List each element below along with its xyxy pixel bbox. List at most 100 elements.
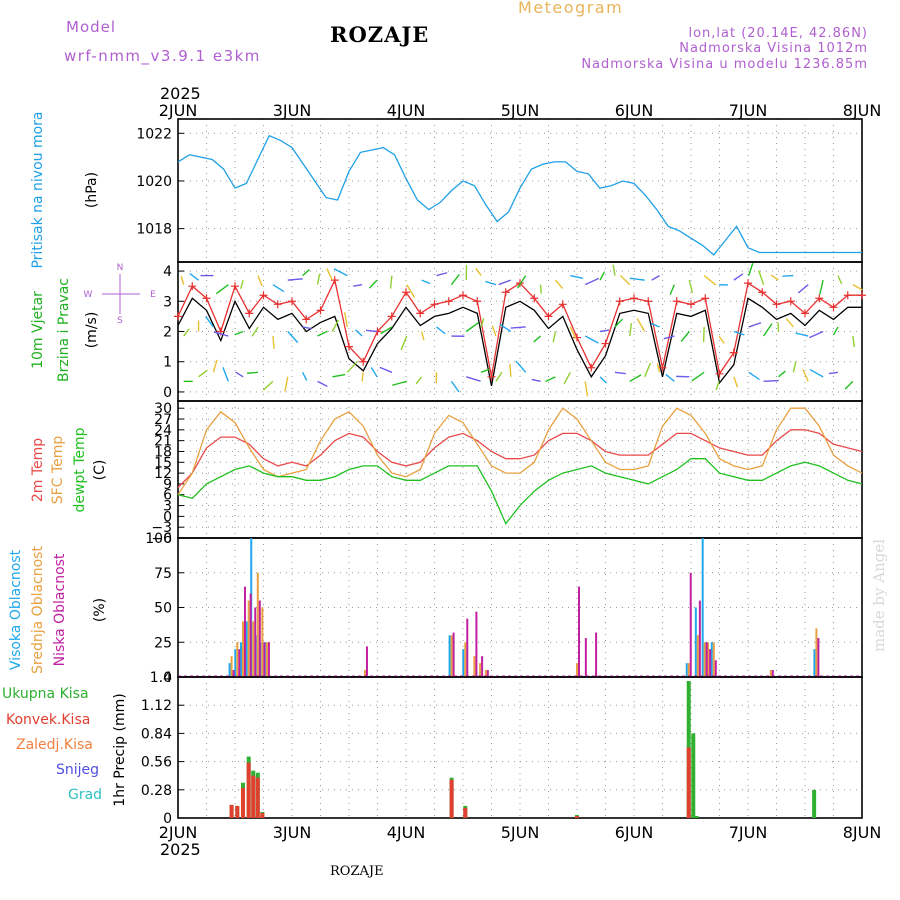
wind-arrow bbox=[421, 279, 431, 285]
wind-arrow bbox=[748, 322, 762, 328]
y-tick-label: 1022 bbox=[136, 126, 172, 142]
y-tick-label: 6 bbox=[163, 488, 172, 504]
wind-arrow bbox=[317, 380, 328, 387]
wind-arrow bbox=[612, 264, 616, 276]
gust-marker bbox=[843, 291, 852, 300]
gust-marker bbox=[444, 297, 453, 306]
wind-arrow bbox=[584, 277, 600, 286]
gust-marker bbox=[459, 291, 467, 300]
gust-marker bbox=[801, 309, 809, 318]
wind-arrow bbox=[715, 381, 720, 391]
bar-niska-oblacnost bbox=[263, 642, 266, 677]
temp-unit: (C) bbox=[92, 460, 108, 481]
wind-arrow bbox=[584, 335, 599, 344]
wind-arrow bbox=[368, 279, 378, 289]
gust-marker bbox=[644, 297, 653, 306]
wind-arrow bbox=[392, 380, 407, 386]
wind-arrow bbox=[785, 318, 794, 328]
wind-arrow bbox=[317, 330, 328, 337]
model-elevation: Nadmorska Visina u modelu 1236.85m bbox=[581, 57, 868, 72]
wind-arrow bbox=[302, 269, 310, 277]
wind-arrow bbox=[844, 380, 854, 390]
series-sfc-temp bbox=[177, 407, 863, 496]
gust-marker bbox=[231, 282, 239, 291]
y-tick-label: 1020 bbox=[136, 174, 172, 190]
gust-marker bbox=[672, 297, 681, 306]
wind-arrow bbox=[284, 376, 289, 392]
y-tick-label: −3 bbox=[151, 520, 172, 536]
wind-arrow bbox=[215, 284, 229, 295]
bar-srednja-oblacnost bbox=[236, 642, 239, 677]
bar-visoka-oblacnost bbox=[813, 649, 816, 677]
wind-arrow bbox=[802, 369, 809, 382]
wind-arrow bbox=[792, 361, 797, 373]
gust-marker bbox=[587, 363, 596, 372]
wind-arrow bbox=[495, 371, 503, 382]
wind-arrow bbox=[554, 279, 564, 289]
wind-arrow bbox=[180, 275, 185, 285]
bar-niska-oblacnost bbox=[365, 646, 368, 677]
y-tick-label: 15 bbox=[154, 455, 172, 471]
wind-arrow bbox=[333, 268, 348, 277]
bar-visoka-oblacnost bbox=[694, 607, 697, 677]
wind-arrow bbox=[636, 318, 646, 332]
compass-icon: N W E S bbox=[84, 263, 157, 326]
bar-niska-oblacnost bbox=[249, 593, 252, 677]
y-tick-label: 1.12 bbox=[141, 698, 172, 714]
wind-arrow bbox=[599, 329, 610, 333]
bar-srednja-oblacnost bbox=[252, 621, 255, 677]
wind-arrow bbox=[809, 330, 824, 339]
y-tick-label: 21 bbox=[154, 434, 172, 450]
gust-marker bbox=[615, 297, 624, 306]
x-tick-label-top: 3JUN bbox=[273, 101, 312, 120]
year-bottom-label: 2025 bbox=[160, 840, 201, 859]
footer-station-label: ROZAJE bbox=[330, 864, 384, 879]
wind-arrow bbox=[287, 331, 299, 344]
wind-arrow bbox=[450, 273, 460, 286]
bar-srednja-oblacnost bbox=[769, 670, 772, 677]
bar-srednja-oblacnost bbox=[230, 656, 233, 677]
y-tick-label: 12 bbox=[154, 466, 172, 482]
wind-unit: (m/s) bbox=[84, 312, 100, 349]
wind-arrow bbox=[499, 323, 512, 333]
panel-pressure: 1018 1020 1022 bbox=[136, 118, 863, 263]
wind-arrow bbox=[213, 331, 229, 337]
model-name: wrf-nmm_v3.9.1 e3km bbox=[64, 47, 261, 65]
y-tick-label: 100 bbox=[145, 531, 172, 547]
wind-arrow bbox=[795, 332, 809, 337]
wind-arrow bbox=[644, 362, 652, 378]
gust-marker bbox=[359, 357, 368, 366]
coordinates: lon,lat (20.14E, 42.86N) bbox=[688, 26, 868, 41]
compass-e: E bbox=[150, 290, 156, 300]
wind-arrow bbox=[852, 284, 863, 291]
wind-arrow bbox=[688, 279, 694, 293]
bar-konvek-kisa bbox=[229, 804, 234, 818]
wind-arrow bbox=[436, 326, 446, 335]
wind-arrow bbox=[733, 273, 744, 281]
wind-arrow bbox=[733, 330, 745, 336]
gust-marker bbox=[174, 312, 182, 321]
wind-arrow bbox=[748, 371, 760, 381]
bar-niska-oblacnost bbox=[817, 638, 820, 677]
gust-marker bbox=[245, 309, 254, 318]
pressure-title: Pritisak na nivou mora bbox=[30, 111, 46, 268]
bar-niska-oblacnost bbox=[709, 649, 712, 677]
bar-ukupna-kisa bbox=[694, 815, 699, 818]
wind-arrow bbox=[400, 335, 408, 351]
wind-arrow bbox=[361, 372, 364, 382]
bar-niska-oblacnost bbox=[584, 638, 587, 677]
wind-title: 10m Vjetar bbox=[30, 291, 46, 369]
legend-freezing: Zaledj.Kisa bbox=[16, 737, 93, 753]
bar-niska-oblacnost bbox=[771, 670, 774, 677]
wind-arrow bbox=[748, 263, 754, 276]
gust-marker bbox=[430, 300, 439, 309]
gust-marker bbox=[858, 291, 866, 300]
wind-arrow bbox=[614, 371, 626, 375]
legend-conv-precip: Konvek.Kisa bbox=[6, 712, 90, 728]
station-title: ROZAJE bbox=[330, 22, 430, 47]
x-tick-label-top: 7JUN bbox=[729, 101, 768, 120]
bar-srednja-oblacnost bbox=[256, 572, 259, 677]
bar-visoka-oblacnost bbox=[462, 649, 465, 677]
bar-niska-oblacnost bbox=[254, 607, 257, 677]
bar-niska-oblacnost bbox=[452, 632, 455, 677]
